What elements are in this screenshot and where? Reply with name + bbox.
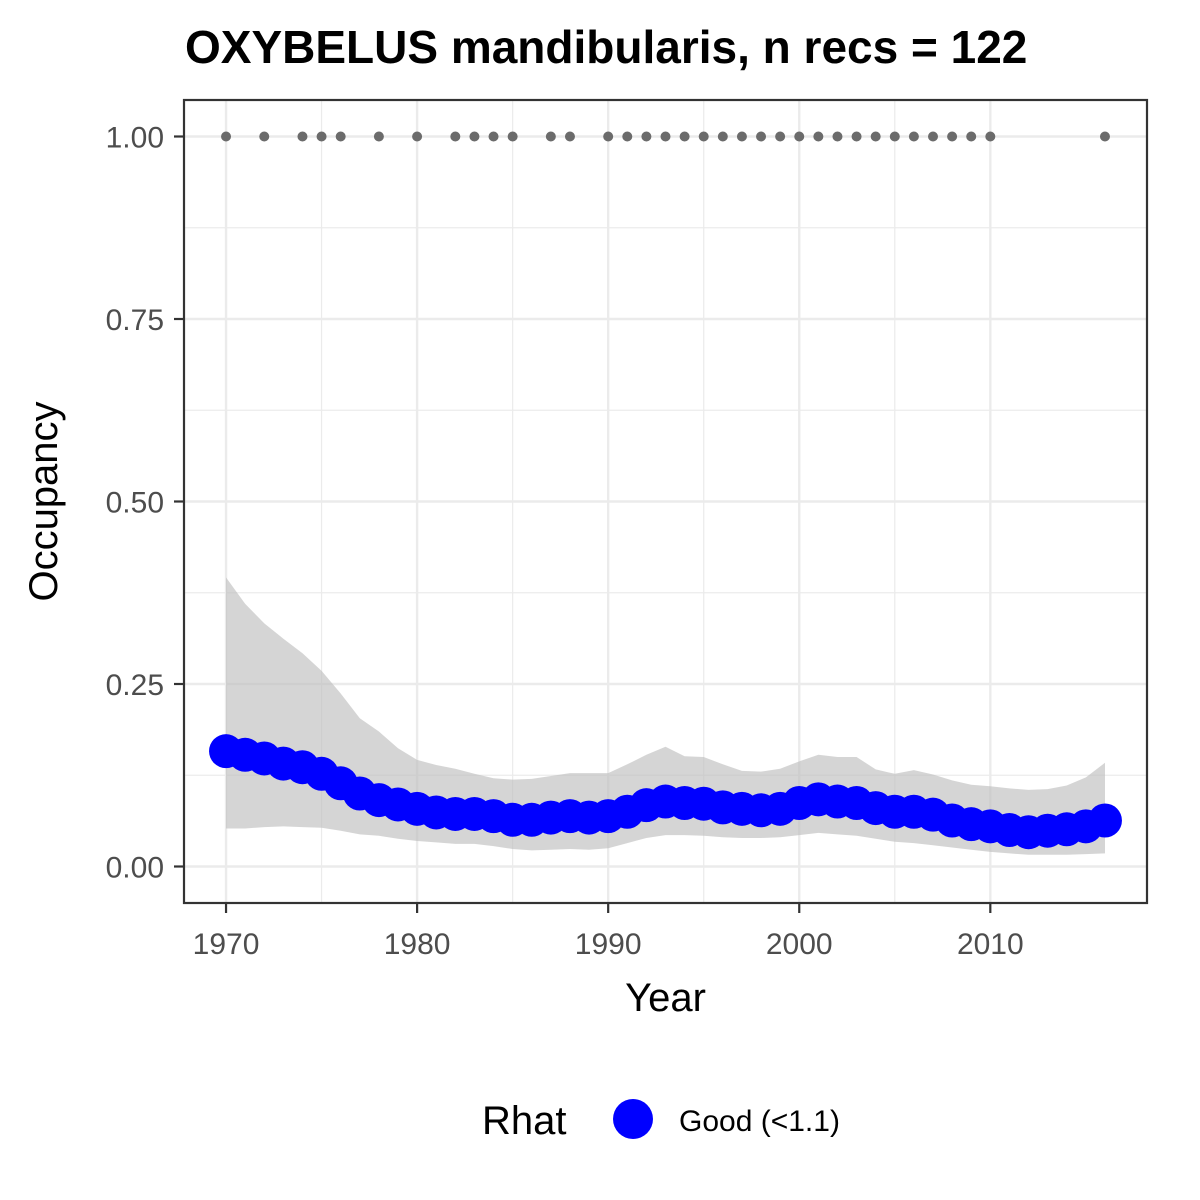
y-tick-label: 0.75 [106,304,164,337]
record-point [947,131,958,142]
record-point [545,131,556,142]
record-point [603,131,614,142]
record-point [488,131,499,142]
x-axis-title: Year [625,976,706,1020]
y-tick-label: 0.25 [106,669,164,702]
record-point [469,131,480,142]
x-tick-label: 1980 [384,928,451,961]
record-point [373,131,384,142]
record-point [889,131,900,142]
confidence-ribbon-layer [226,577,1105,855]
x-tick-label: 2010 [957,928,1024,961]
y-tick-label: 1.00 [106,122,164,155]
record-point [870,131,881,142]
y-tick-label: 0.00 [106,852,164,885]
chart-title: OXYBELUS mandibularis, n recs = 122 [185,21,1027,73]
record-point [316,131,327,142]
x-tick-label: 2000 [766,928,833,961]
record-point [966,131,977,142]
record-point [736,131,747,142]
record-point [622,131,633,142]
record-point [297,131,308,142]
legend-key-marker [613,1099,653,1139]
legend: Rhat Good (<1.1) [482,1099,840,1143]
record-point [221,131,232,142]
occupancy-point [1087,803,1122,838]
record-point [450,131,461,142]
record-point [908,131,919,142]
record-point [259,131,270,142]
record-point [928,131,938,142]
record-point [641,131,652,142]
y-tick-label: 0.50 [106,487,164,520]
record-point [985,131,996,142]
record-point [717,131,728,142]
record-point [660,131,671,142]
record-point [851,131,862,142]
y-axis-title: Occupancy [22,401,66,601]
confidence-ribbon [226,577,1105,855]
legend-label: Good (<1.1) [679,1105,840,1138]
record-point [412,131,423,142]
x-tick-label: 1970 [193,928,260,961]
occupancy-points-layer [209,734,1122,850]
record-points-layer [221,131,1110,142]
record-point [756,131,767,142]
record-point [775,131,786,142]
record-point [507,131,518,142]
x-tick-label: 1990 [575,928,642,961]
record-point [679,131,690,142]
record-point [813,131,824,142]
axis-ticks: 0.00 0.25 0.50 0.75 1.00 1970 1980 1990 2000 2010 [106,122,1024,962]
record-point [1099,131,1110,142]
record-point [335,131,346,142]
record-point [564,131,575,142]
legend-title: Rhat [482,1099,567,1143]
record-point [832,131,843,142]
record-point [698,131,709,142]
record-point [794,131,805,142]
